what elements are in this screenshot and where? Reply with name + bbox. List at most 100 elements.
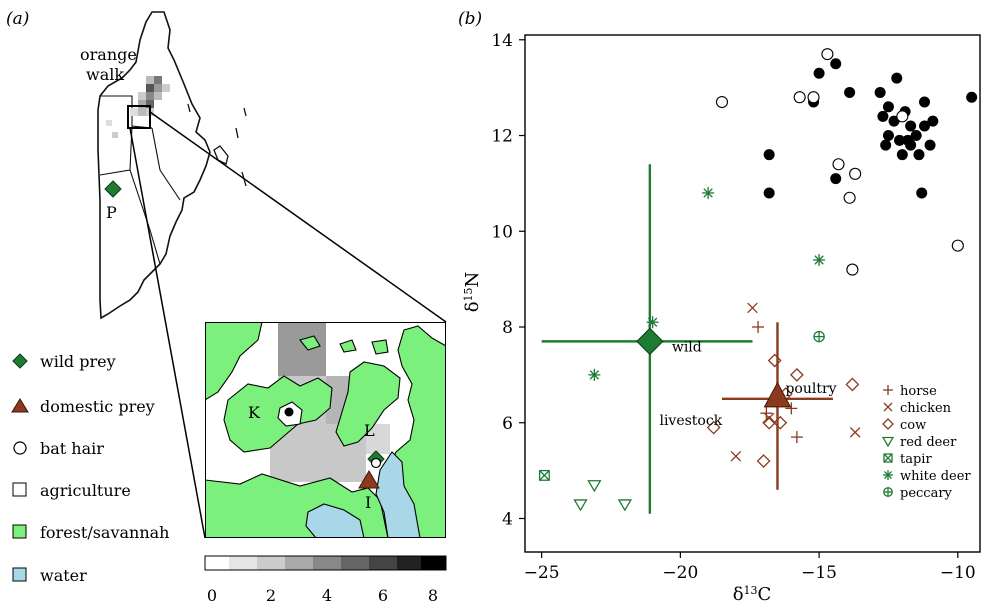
white-deer-point bbox=[813, 253, 826, 266]
legend-red-deer: red deer bbox=[900, 435, 957, 450]
site-l-label: L bbox=[364, 421, 375, 440]
cow-point bbox=[762, 415, 777, 430]
zoom-box bbox=[127, 105, 151, 129]
livestock-mean-marker bbox=[763, 381, 792, 408]
horse-point bbox=[790, 431, 803, 444]
red-deer-point bbox=[617, 499, 633, 512]
colorbar-tick-0: 0 bbox=[207, 586, 217, 605]
legend-peccary-icon bbox=[883, 487, 893, 497]
x-tick-label: −25 bbox=[524, 563, 560, 583]
legend-chicken: chicken bbox=[900, 401, 952, 416]
horse-point bbox=[785, 402, 798, 415]
legend-domestic-prey-icon bbox=[11, 398, 29, 413]
y-tick-label: 8 bbox=[502, 318, 513, 338]
legend-forest-savannah: forest/savannah bbox=[40, 523, 169, 542]
map-legend: wild prey domestic prey bat hair agricul… bbox=[11, 352, 169, 585]
bat-hair-point bbox=[910, 130, 922, 142]
y-axis-label: δ15N bbox=[462, 272, 484, 313]
bat-hair-point bbox=[916, 187, 928, 199]
colorbar: 0 2 4 6 8 bbox=[204, 555, 447, 605]
legend-chicken-icon bbox=[883, 402, 893, 412]
legend-wild-prey: wild prey bbox=[40, 352, 116, 371]
white-deer-point bbox=[588, 368, 601, 381]
site-i-domestic-marker bbox=[358, 470, 380, 489]
bat-hair-point bbox=[905, 120, 917, 132]
bat-hair-open-point bbox=[821, 48, 834, 61]
poultry-label: poultry bbox=[785, 381, 836, 397]
legend-bat-hair-icon bbox=[13, 441, 27, 455]
white-deer-point bbox=[646, 316, 659, 329]
legend-white-deer: white deer bbox=[900, 469, 971, 484]
axes: −25 −20 −15 −10 4 6 8 10 12 14 bbox=[491, 31, 975, 583]
colorbar-tick-2: 2 bbox=[266, 586, 276, 605]
bat-hair-point bbox=[763, 187, 775, 199]
bat-hair-point bbox=[844, 86, 856, 98]
bat-hair-point bbox=[894, 134, 906, 146]
bat-hair-point bbox=[927, 115, 939, 127]
colorbar-tick-6: 6 bbox=[378, 586, 388, 605]
wild-mean-marker bbox=[636, 327, 664, 356]
cow-point bbox=[773, 415, 788, 430]
bat-hair-point bbox=[882, 130, 894, 142]
chart-marks: wild livestock poultry bbox=[538, 48, 978, 514]
bat-hair-open-point bbox=[896, 110, 909, 123]
bat-hair-point bbox=[891, 72, 903, 84]
bat-hair-point bbox=[813, 67, 825, 79]
inset-map: K L I bbox=[205, 322, 446, 538]
bat-hair-open-point bbox=[832, 158, 845, 171]
bat-hair-open-point bbox=[843, 191, 856, 204]
panel-a-label: (a) bbox=[6, 9, 29, 29]
cow-point bbox=[706, 420, 721, 435]
peccary-point bbox=[813, 330, 825, 343]
legend-agriculture-icon bbox=[12, 482, 27, 497]
legend-white-deer-icon bbox=[883, 470, 893, 480]
white-deer-point bbox=[702, 186, 715, 199]
site-i-label: I bbox=[365, 493, 371, 512]
bat-hair-open-point bbox=[951, 239, 964, 252]
legend-wild-prey-icon bbox=[12, 353, 28, 369]
site-p-label: P bbox=[106, 203, 117, 222]
bat-hair-point bbox=[896, 149, 908, 161]
zoom-line-top bbox=[149, 111, 447, 323]
legend-tapir: tapir bbox=[900, 452, 932, 467]
site-k-label: K bbox=[248, 403, 261, 422]
wild-label: wild bbox=[672, 339, 702, 355]
legend-agriculture: agriculture bbox=[40, 481, 131, 500]
y-tick-label: 6 bbox=[502, 414, 513, 434]
bat-hair-point bbox=[877, 110, 889, 122]
bat-hair-point bbox=[830, 58, 842, 70]
site-l-bat bbox=[370, 457, 382, 469]
bat-hair-point bbox=[919, 96, 931, 108]
bat-hair-open-point bbox=[793, 91, 806, 104]
x-tick-label: −15 bbox=[801, 563, 837, 583]
chicken-point bbox=[849, 427, 861, 438]
legend-tapir-icon bbox=[883, 453, 893, 463]
bat-hair-point bbox=[882, 101, 894, 113]
cow-point bbox=[845, 377, 860, 392]
cow-point bbox=[767, 353, 782, 368]
legend-peccary: peccary bbox=[900, 486, 953, 501]
region-label-line2: walk bbox=[86, 65, 124, 84]
legend-cow: cow bbox=[900, 418, 926, 433]
cow-point bbox=[789, 367, 804, 382]
legend-cow-icon bbox=[882, 418, 894, 430]
bat-hair-point bbox=[874, 86, 886, 98]
y-tick-label: 10 bbox=[491, 222, 513, 242]
site-k-bat bbox=[284, 407, 294, 417]
y-tick-label: 12 bbox=[491, 127, 513, 147]
bat-hair-point bbox=[966, 91, 978, 103]
bat-hair-open-point bbox=[715, 95, 729, 109]
red-deer-point bbox=[587, 480, 602, 493]
horse-point bbox=[760, 407, 773, 420]
bat-hair-point bbox=[924, 139, 936, 151]
legend-water-icon bbox=[12, 567, 27, 582]
livestock-label: livestock bbox=[659, 413, 722, 429]
plot-frame bbox=[524, 34, 981, 553]
bat-hair-point bbox=[830, 173, 842, 185]
panel-b: (b) −25 −20 −15 −10 4 6 8 10 12 14 wild livestock p… bbox=[458, 9, 981, 605]
bat-hair-point bbox=[763, 149, 775, 161]
legend-red-deer-icon bbox=[881, 436, 895, 448]
tapir-point bbox=[538, 469, 550, 481]
site-p-marker bbox=[104, 180, 122, 198]
